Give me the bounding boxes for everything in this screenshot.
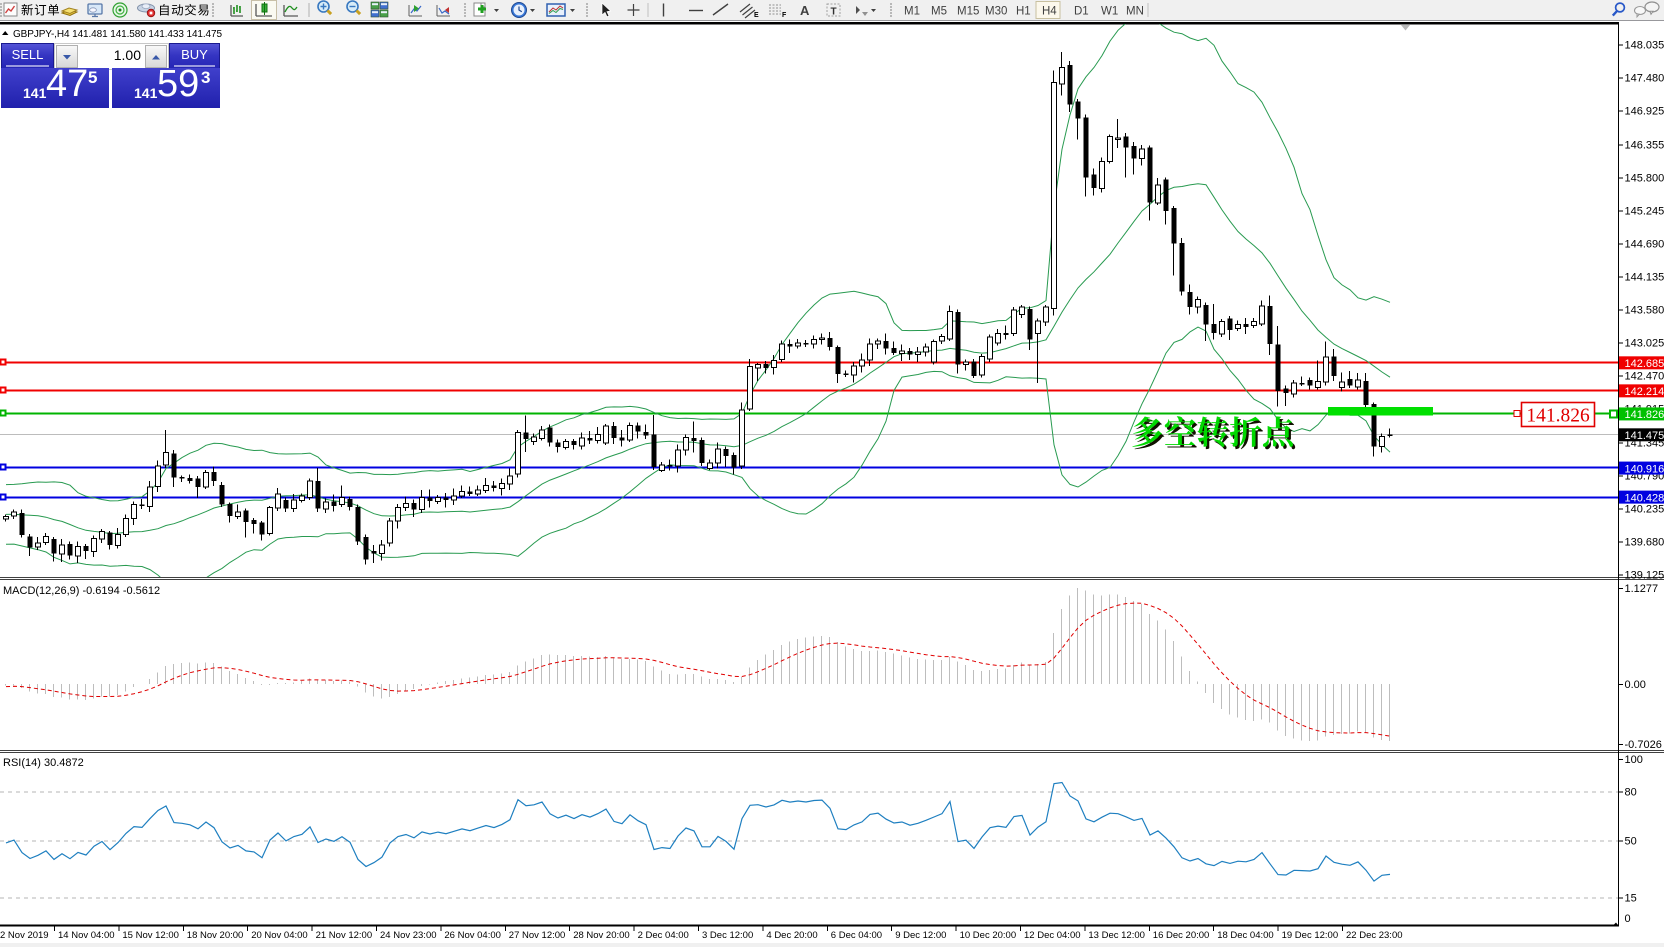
svg-text:140.916: 140.916 bbox=[1625, 463, 1664, 475]
svg-text:W1: W1 bbox=[1101, 6, 1118, 18]
svg-text:H1: H1 bbox=[1016, 6, 1031, 18]
svg-text:A: A bbox=[800, 3, 810, 18]
svg-text:18 Dec 04:00: 18 Dec 04:00 bbox=[1217, 930, 1274, 941]
svg-text:M1: M1 bbox=[904, 6, 920, 18]
svg-text:146.355: 146.355 bbox=[1625, 139, 1664, 151]
svg-text:E: E bbox=[754, 12, 759, 19]
svg-text:100: 100 bbox=[1625, 754, 1643, 766]
svg-text:4 Dec 20:00: 4 Dec 20:00 bbox=[766, 930, 817, 941]
svg-text:144.135: 144.135 bbox=[1625, 272, 1664, 284]
svg-text:21 Nov 12:00: 21 Nov 12:00 bbox=[316, 930, 373, 941]
svg-text:10 Dec 20:00: 10 Dec 20:00 bbox=[960, 930, 1017, 941]
svg-text:142.470: 142.470 bbox=[1625, 371, 1664, 383]
svg-text:0: 0 bbox=[1625, 913, 1631, 925]
svg-text:M30: M30 bbox=[985, 6, 1007, 18]
svg-text:24 Nov 23:00: 24 Nov 23:00 bbox=[380, 930, 437, 941]
svg-text:MN: MN bbox=[1126, 6, 1144, 18]
svg-text:139.680: 139.680 bbox=[1625, 537, 1664, 549]
svg-text:M5: M5 bbox=[931, 6, 947, 18]
svg-text:-0.7026: -0.7026 bbox=[1625, 739, 1662, 751]
svg-text:141.826: 141.826 bbox=[1625, 409, 1664, 421]
svg-text:139.125: 139.125 bbox=[1625, 570, 1664, 582]
svg-text:MACD(12,26,9) -0.6194 -0.5612: MACD(12,26,9) -0.6194 -0.5612 bbox=[3, 585, 160, 597]
svg-text:2 Nov 2019: 2 Nov 2019 bbox=[0, 930, 49, 941]
svg-text:28 Nov 20:00: 28 Nov 20:00 bbox=[573, 930, 630, 941]
svg-text:RSI(14) 30.4872: RSI(14) 30.4872 bbox=[3, 757, 84, 769]
svg-text:15 Nov 12:00: 15 Nov 12:00 bbox=[122, 930, 179, 941]
svg-text:16 Dec 20:00: 16 Dec 20:00 bbox=[1153, 930, 1210, 941]
svg-text:22 Dec 23:00: 22 Dec 23:00 bbox=[1346, 930, 1403, 941]
svg-text:D1: D1 bbox=[1074, 6, 1089, 18]
svg-text:GBPJPY-,H4 141.481 141.580 14: GBPJPY-,H4 141.481 141.580 141.433 141.4… bbox=[13, 29, 222, 40]
svg-text:141.475: 141.475 bbox=[1625, 430, 1664, 442]
svg-text:F: F bbox=[782, 12, 787, 19]
svg-text:50: 50 bbox=[1625, 836, 1637, 848]
svg-text:H4: H4 bbox=[1042, 6, 1057, 18]
svg-text:140.235: 140.235 bbox=[1625, 504, 1664, 516]
svg-text:140.428: 140.428 bbox=[1625, 492, 1664, 504]
svg-text:13 Dec 12:00: 13 Dec 12:00 bbox=[1088, 930, 1145, 941]
svg-text:1.1277: 1.1277 bbox=[1625, 583, 1659, 595]
svg-text:145.245: 145.245 bbox=[1625, 206, 1664, 218]
svg-text:3 Dec 12:00: 3 Dec 12:00 bbox=[702, 930, 753, 941]
svg-text:T: T bbox=[831, 7, 837, 18]
svg-text:6 Dec 04:00: 6 Dec 04:00 bbox=[831, 930, 882, 941]
svg-text:142.685: 142.685 bbox=[1625, 358, 1664, 370]
svg-text:15: 15 bbox=[1625, 893, 1637, 905]
svg-text:18 Nov 20:00: 18 Nov 20:00 bbox=[187, 930, 244, 941]
svg-text:143.580: 143.580 bbox=[1625, 305, 1664, 317]
svg-text:80: 80 bbox=[1625, 787, 1637, 799]
svg-text:2 Dec 04:00: 2 Dec 04:00 bbox=[638, 930, 689, 941]
svg-text:27 Nov 12:00: 27 Nov 12:00 bbox=[509, 930, 566, 941]
svg-text:141.826: 141.826 bbox=[1526, 406, 1590, 427]
svg-text:147.480: 147.480 bbox=[1625, 73, 1664, 85]
svg-text:M15: M15 bbox=[957, 6, 979, 18]
svg-text:148.035: 148.035 bbox=[1625, 40, 1664, 52]
svg-text:14 Nov 04:00: 14 Nov 04:00 bbox=[58, 930, 115, 941]
svg-text:145.800: 145.800 bbox=[1625, 172, 1664, 184]
svg-text:19 Dec 12:00: 19 Dec 12:00 bbox=[1282, 930, 1339, 941]
svg-text:142.214: 142.214 bbox=[1625, 386, 1664, 398]
svg-text:146.925: 146.925 bbox=[1625, 106, 1664, 118]
svg-text:0.00: 0.00 bbox=[1625, 679, 1646, 691]
svg-text:26 Nov 04:00: 26 Nov 04:00 bbox=[444, 930, 501, 941]
svg-text:20 Nov 04:00: 20 Nov 04:00 bbox=[251, 930, 308, 941]
svg-text:143.025: 143.025 bbox=[1625, 338, 1664, 350]
svg-text:12 Dec 04:00: 12 Dec 04:00 bbox=[1024, 930, 1081, 941]
svg-text:144.690: 144.690 bbox=[1625, 239, 1664, 251]
svg-text:9 Dec 12:00: 9 Dec 12:00 bbox=[895, 930, 946, 941]
